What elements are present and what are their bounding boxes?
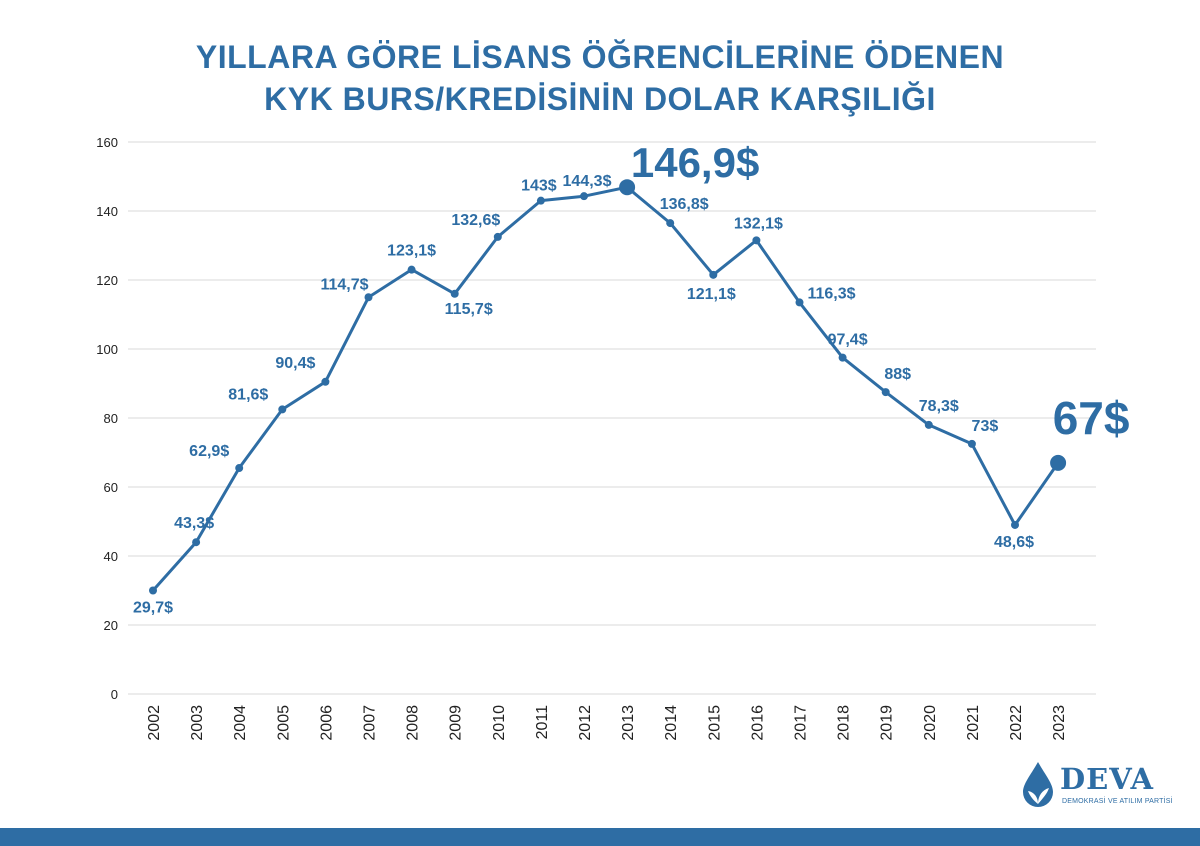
x-tick-label: 2010: [491, 705, 508, 741]
data-label: 115,7$: [445, 301, 493, 318]
x-tick-label: 2011: [534, 705, 551, 740]
y-tick-label: 60: [104, 480, 118, 495]
y-tick-label: 40: [104, 549, 118, 564]
data-point: [881, 388, 890, 397]
chart-title-line-1: YILLARA GÖRE LİSANS ÖĞRENCİLERİNE ÖDENEN: [195, 39, 1005, 75]
data-label: 132,1$: [734, 215, 783, 232]
data-point: [364, 293, 373, 302]
gridlines: [128, 141, 1096, 695]
x-tick-label: 2023: [1051, 705, 1068, 741]
chart-title: YILLARA GÖRE LİSANS ÖĞRENCİLERİNE ÖDENEN…: [0, 36, 1200, 120]
data-point: [450, 289, 459, 298]
data-point: [149, 586, 157, 595]
data-points: [149, 179, 1067, 595]
y-tick-label: 0: [111, 687, 118, 702]
data-label: 136,8$: [660, 196, 709, 213]
x-tick-label: 2003: [189, 705, 206, 741]
x-tick-label: 2022: [1008, 705, 1025, 741]
data-label: 143$: [521, 178, 557, 195]
data-point: [666, 219, 675, 228]
x-tick-label: 2004: [232, 705, 249, 741]
data-point: [709, 270, 718, 279]
water-drop-icon: [1023, 762, 1053, 807]
data-label: 62,9$: [189, 443, 229, 460]
data-point-highlight: [1050, 454, 1067, 471]
x-tick-label: 2008: [405, 705, 422, 741]
x-tick-label: 2021: [965, 705, 982, 741]
series-line: [151, 185, 1060, 592]
x-tick-label: 2007: [362, 705, 379, 741]
logo-wordmark: DEVA: [1060, 762, 1155, 796]
data-point: [924, 420, 933, 429]
data-label: 73$: [972, 418, 999, 435]
y-axis-ticks: 0 20 40 60 80 100 120 140 160: [96, 135, 118, 702]
y-tick-label: 100: [96, 342, 118, 357]
y-tick-label: 160: [96, 135, 118, 150]
data-label-highlight: 146,9$: [631, 139, 759, 186]
data-point: [795, 298, 804, 307]
data-point: [967, 439, 976, 448]
data-label: 132,6$: [451, 212, 500, 229]
x-tick-label: 2015: [706, 705, 723, 741]
data-label: 43,3$: [174, 515, 214, 532]
data-label: 78,3$: [919, 398, 959, 415]
x-tick-label: 2009: [448, 705, 465, 741]
data-labels: 29,7$ 43,3$ 62,9$ 81,6$ 90,4$ 114,7$ 123,1$ 115…: [133, 139, 1129, 616]
data-label: 116,3$: [807, 285, 855, 302]
data-label: 144,3$: [563, 173, 612, 190]
deva-logo: DEVA DEMOKRASİ VE ATILIM PARTİSİ: [1020, 760, 1173, 810]
data-point: [278, 405, 287, 414]
x-tick-label: 2002: [146, 705, 163, 741]
x-tick-label: 2019: [879, 705, 896, 741]
data-label: 123,1$: [387, 243, 436, 260]
data-label: 29,7$: [133, 600, 173, 617]
data-point: [752, 236, 761, 245]
x-axis-ticks: 2002 2003 2004 2005 2006 2007 2008 2009 2010 2011…: [146, 705, 1068, 741]
data-label: 121,1$: [687, 286, 736, 303]
footer-bar: [0, 828, 1200, 846]
x-tick-label: 2014: [663, 705, 680, 741]
data-point: [407, 265, 416, 274]
logo-subtitle: DEMOKRASİ VE ATILIM PARTİSİ: [1062, 798, 1173, 805]
data-point: [536, 196, 545, 205]
y-tick-label: 120: [96, 273, 118, 288]
data-label: 48,6$: [994, 534, 1034, 551]
x-tick-label: 2005: [275, 705, 292, 741]
x-tick-label: 2006: [318, 705, 335, 741]
x-tick-label: 2012: [577, 705, 594, 741]
x-tick-label: 2020: [922, 705, 939, 741]
chart-title-line-2: KYK BURS/KREDİSİNİN DOLAR KARŞILIĞI: [264, 81, 936, 117]
data-point: [838, 353, 847, 362]
data-point: [321, 377, 330, 386]
data-point: [1011, 520, 1019, 529]
y-tick-label: 20: [104, 618, 118, 633]
data-point: [580, 192, 588, 201]
x-tick-label: 2017: [793, 705, 810, 741]
data-point: [235, 464, 244, 473]
data-point: [493, 232, 502, 241]
x-tick-label: 2016: [749, 705, 766, 741]
x-tick-label: 2018: [836, 705, 853, 741]
data-label: 114,7$: [320, 276, 368, 293]
data-label: 97,4$: [828, 332, 868, 349]
data-label: 90,4$: [275, 355, 315, 372]
data-label-highlight: 67$: [1053, 392, 1130, 444]
data-label: 88$: [884, 366, 911, 383]
data-point: [192, 538, 201, 547]
data-label: 81,6$: [228, 386, 268, 403]
data-point-highlight: [619, 179, 636, 196]
y-tick-label: 140: [96, 204, 118, 219]
y-tick-label: 80: [104, 411, 118, 426]
x-tick-label: 2013: [620, 705, 637, 741]
